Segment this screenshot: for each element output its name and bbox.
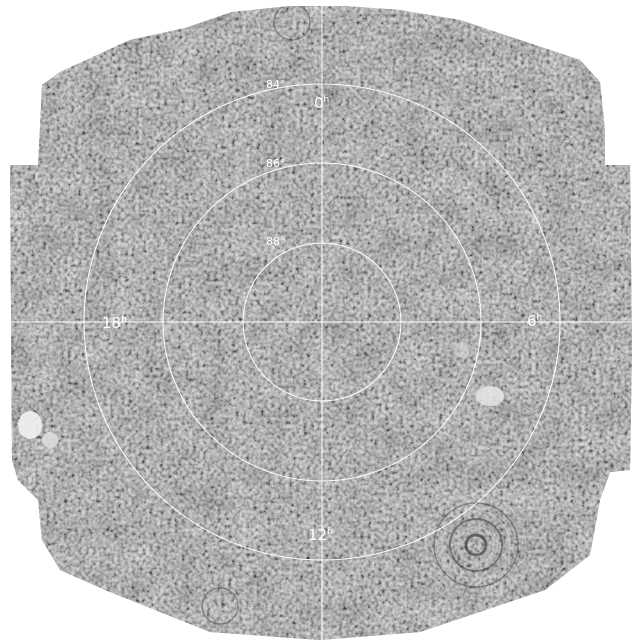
ra-label-6: 6h [527, 312, 542, 330]
bright-source [476, 386, 504, 406]
dec-label-84: 84° [266, 78, 286, 91]
dec-label-88: 88° [266, 235, 286, 248]
coordinate-grid [10, 4, 632, 640]
bright-source [454, 342, 470, 358]
bright-source [18, 411, 42, 439]
ra-label-12: 12h [308, 526, 333, 544]
dec-label-86: 86° [266, 157, 286, 170]
ra-label-0: 0h [314, 94, 329, 112]
ra-label-18: 18h [102, 314, 127, 332]
ring-artifact [201, 6, 311, 625]
bright-source [42, 432, 58, 448]
